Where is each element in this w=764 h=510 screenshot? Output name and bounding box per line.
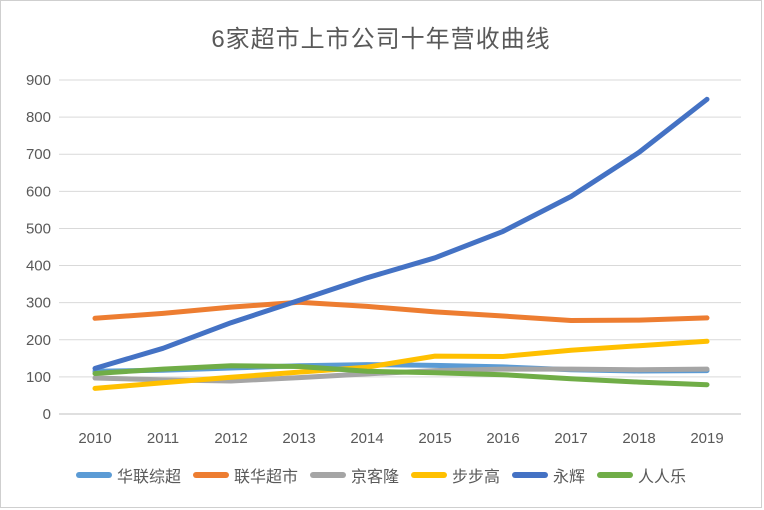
legend-swatch-yonghui [512, 472, 549, 478]
x-tick-label: 2015 [418, 430, 451, 447]
series-line-yonghui [92, 96, 710, 371]
y-tick-label: 200 [26, 332, 51, 349]
legend-label-yonghui: 永辉 [553, 469, 586, 486]
legend-item-yonghui: 永辉 [512, 463, 585, 487]
legend-swatch-lianhua-chaoshi [192, 472, 229, 478]
legend-swatch-renrenle [597, 472, 634, 478]
legend-item-renrenle: 人人乐 [597, 463, 686, 487]
y-tick-label: 100 [26, 369, 51, 386]
legend-label-lianhua-chaoshi: 联华超市 [233, 469, 298, 486]
y-tick-label: 900 [26, 72, 51, 89]
legend-item-jingkelong: 京客隆 [309, 463, 399, 487]
x-tick-label: 2010 [78, 430, 111, 447]
x-tick-label: 2012 [214, 430, 247, 447]
series-line-renrenle [92, 363, 710, 388]
y-tick-label: 400 [26, 258, 51, 275]
y-tick-label: 500 [26, 220, 51, 237]
legend-label-hualian-zongchao: 华联综超 [116, 469, 181, 486]
legend-label-jingkelong: 京客隆 [350, 469, 399, 486]
x-tick-label: 2019 [690, 430, 723, 447]
x-tick-label: 2013 [282, 430, 315, 447]
series-line-lianhua-chaoshi [92, 299, 710, 323]
legend-swatch-jingkelong [309, 472, 346, 478]
y-tick-label: 300 [26, 295, 51, 312]
y-tick-label: 0 [43, 406, 51, 423]
legend-label-bubugao: 步步高 [452, 469, 501, 486]
y-tick-label: 800 [26, 109, 51, 126]
legend-item-hualian-zongchao: 华联综超 [75, 463, 181, 487]
x-tick-label: 2014 [350, 430, 383, 447]
legend-item-lianhua-chaoshi: 联华超市 [192, 463, 298, 487]
series-line-bubugao [92, 338, 710, 391]
legend-swatch-bubugao [411, 472, 447, 478]
x-tick-label: 2018 [622, 430, 655, 447]
x-tick-label: 2017 [554, 430, 587, 447]
y-tick-label: 700 [26, 146, 51, 163]
legend-swatch-hualian-zongchao [75, 472, 112, 478]
x-tick-label: 2011 [147, 430, 179, 447]
y-tick-label: 600 [26, 183, 51, 200]
x-tick-label: 2016 [486, 430, 519, 447]
legend-label-renrenle: 人人乐 [638, 469, 687, 486]
legend-item-bubugao: 步步高 [411, 463, 500, 487]
chart-title: 6家超市上市公司十年营收曲线 [211, 26, 551, 53]
chart-legend: 华联综超 联华超市 京客隆 步步高 永辉 人人乐 [1, 463, 761, 487]
